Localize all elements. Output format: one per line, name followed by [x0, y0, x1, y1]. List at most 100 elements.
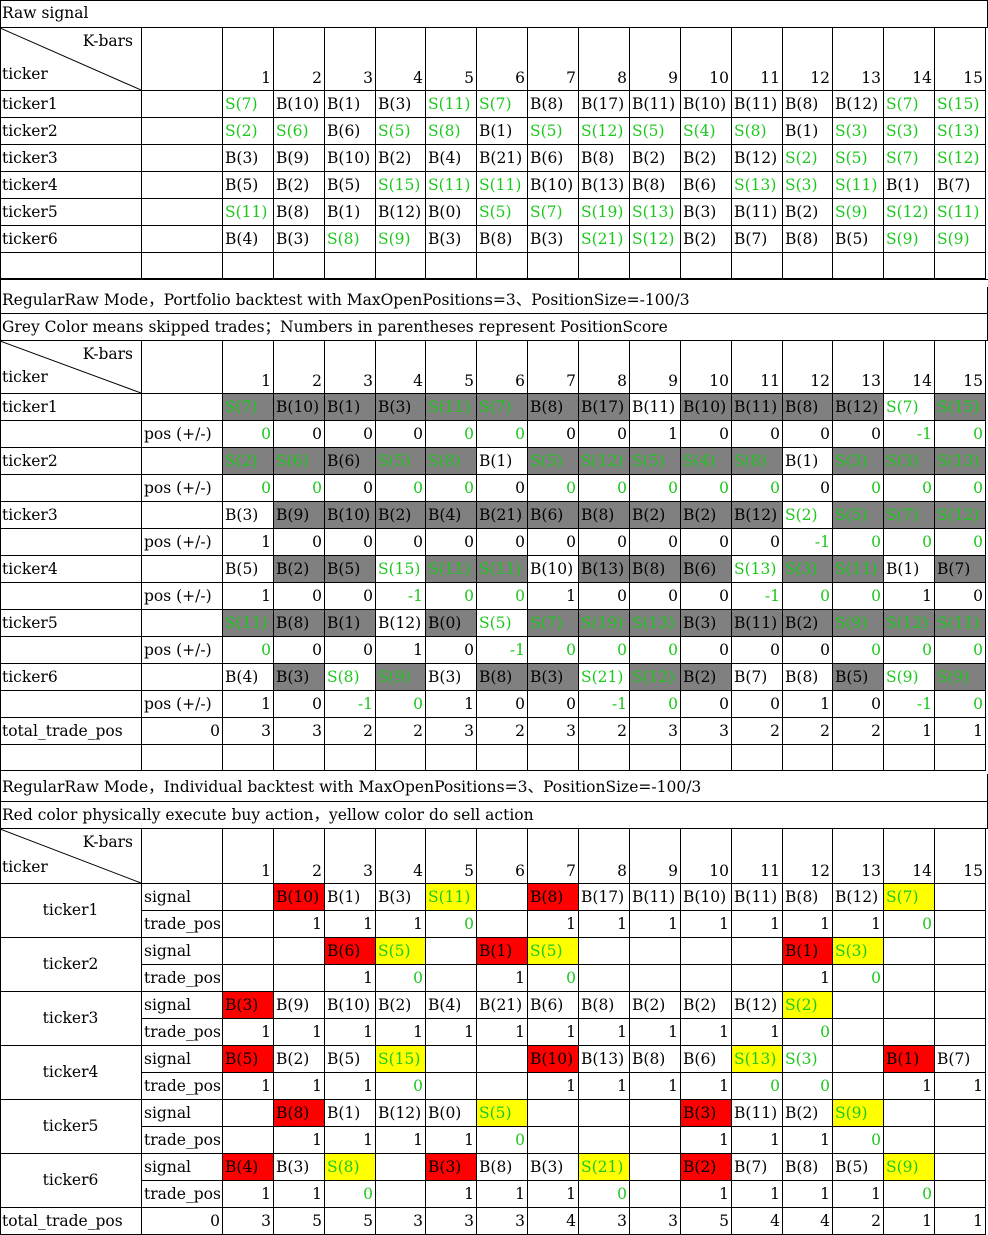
kbar-header: 4 [376, 341, 426, 394]
kbar-header: 3 [325, 829, 376, 884]
trade-pos-cell [426, 1073, 477, 1100]
skipped-trade-cell: B(11) [732, 610, 783, 637]
signal-cell: B(8) [630, 1046, 681, 1073]
trade-pos-cell: 1 [579, 911, 630, 938]
trade-pos-cell: 1 [325, 1073, 376, 1100]
total-cell: 2 [325, 718, 376, 745]
trade-pos-cell [833, 1073, 884, 1100]
skipped-trade-cell: S(7) [528, 610, 579, 637]
signal-cell: B(5) [833, 226, 884, 253]
row-label-blank [142, 172, 223, 199]
signal-cell: B(2) [274, 172, 325, 199]
signal-cell [477, 884, 528, 911]
pos-cell: 0 [426, 637, 477, 664]
signal-cell: B(12) [376, 1100, 426, 1127]
trade-pos-cell [477, 911, 528, 938]
signal-cell: B(12) [732, 992, 783, 1019]
trade-pos-cell: 1 [630, 1019, 681, 1046]
signal-cell: B(7) [935, 1046, 986, 1073]
pos-cell: 0 [579, 583, 630, 610]
trade-pos-cell: 1 [274, 1019, 325, 1046]
trade-pos-cell: 1 [223, 1073, 274, 1100]
trade-pos-cell: 1 [325, 1019, 376, 1046]
pos-cell: 0 [681, 583, 732, 610]
sell-action-cell: S(3) [833, 938, 884, 965]
trade-pos-cell: 1 [376, 1127, 426, 1154]
skipped-trade-cell: S(5) [630, 448, 681, 475]
blank [528, 745, 579, 771]
kbar-header: 15 [935, 341, 986, 394]
trade-pos-cell: 0 [325, 1181, 376, 1208]
signal-cell [732, 938, 783, 965]
pos-cell: 1 [376, 637, 426, 664]
skipped-trade-cell: S(5) [376, 448, 426, 475]
header-blank [142, 829, 223, 884]
trade-pos-cell: 1 [376, 911, 426, 938]
trade-pos-label: trade_pos [142, 965, 223, 992]
skipped-trade-cell: B(8) [274, 610, 325, 637]
skipped-trade-cell: B(8) [528, 394, 579, 421]
signal-cell: S(2) [783, 502, 833, 529]
kbar-header: 1 [223, 829, 274, 884]
section-subtitle-portfolio: Grey Color means skipped trades；Numbers … [0, 314, 988, 341]
signal-cell: S(7) [884, 91, 935, 118]
blank [783, 745, 833, 771]
pos-cell: 1 [783, 691, 833, 718]
skipped-trade-cell: B(6) [325, 448, 376, 475]
signal-cell: B(13) [579, 1046, 630, 1073]
trade-pos-cell: 1 [477, 1019, 528, 1046]
skipped-trade-cell: S(12) [884, 610, 935, 637]
pos-cell: -1 [325, 691, 376, 718]
signal-cell: S(2) [223, 118, 274, 145]
pos-cell: 0 [783, 475, 833, 502]
kbar-header: 3 [325, 28, 376, 91]
pos-cell: -1 [376, 583, 426, 610]
signal-cell: B(3) [376, 884, 426, 911]
pos-cell: 0 [528, 529, 579, 556]
trade-pos-cell: 1 [884, 1073, 935, 1100]
signal-cell: S(12) [579, 118, 630, 145]
skipped-trade-cell: S(5) [833, 502, 884, 529]
trade-pos-cell: 1 [681, 911, 732, 938]
signal-cell [935, 992, 986, 1019]
signal-cell [274, 938, 325, 965]
pos-label: pos (+/-) [142, 637, 223, 664]
signal-label: signal [142, 884, 223, 911]
signal-cell [935, 938, 986, 965]
row-label-blank [142, 394, 223, 421]
ticker-label: ticker [2, 64, 48, 83]
pos-cell: 0 [935, 691, 986, 718]
ticker-name: ticker3 [0, 502, 142, 529]
blank [142, 745, 223, 771]
pos-cell: 0 [477, 529, 528, 556]
row-label-blank [142, 145, 223, 172]
kbar-header: 15 [935, 829, 986, 884]
sell-action-cell: S(9) [884, 1154, 935, 1181]
signal-cell: B(8) [477, 226, 528, 253]
trade-pos-cell: 1 [681, 1019, 732, 1046]
blank [274, 253, 325, 279]
signal-cell: S(3) [884, 118, 935, 145]
skipped-trade-cell: S(9) [935, 664, 986, 691]
signal-cell: B(21) [477, 145, 528, 172]
blank [0, 475, 142, 502]
kbar-header: 10 [681, 28, 732, 91]
ticker-name: ticker4 [0, 556, 142, 583]
signal-label: signal [142, 992, 223, 1019]
signal-cell: S(9) [833, 199, 884, 226]
signal-cell [935, 884, 986, 911]
kbar-header: 3 [325, 341, 376, 394]
kbar-header: 2 [274, 829, 325, 884]
ticker-name: ticker2 [0, 448, 142, 475]
sell-action-cell: S(7) [884, 884, 935, 911]
signal-cell: S(7) [884, 394, 935, 421]
signal-cell: B(1) [783, 448, 833, 475]
signal-cell: S(5) [833, 145, 884, 172]
trade-pos-cell [223, 911, 274, 938]
signal-cell: B(8) [783, 884, 833, 911]
trade-pos-cell: 0 [732, 1073, 783, 1100]
signal-cell: B(8) [630, 172, 681, 199]
skipped-trade-cell: B(12) [732, 502, 783, 529]
signal-cell: B(11) [732, 1100, 783, 1127]
signal-cell: B(10) [528, 172, 579, 199]
